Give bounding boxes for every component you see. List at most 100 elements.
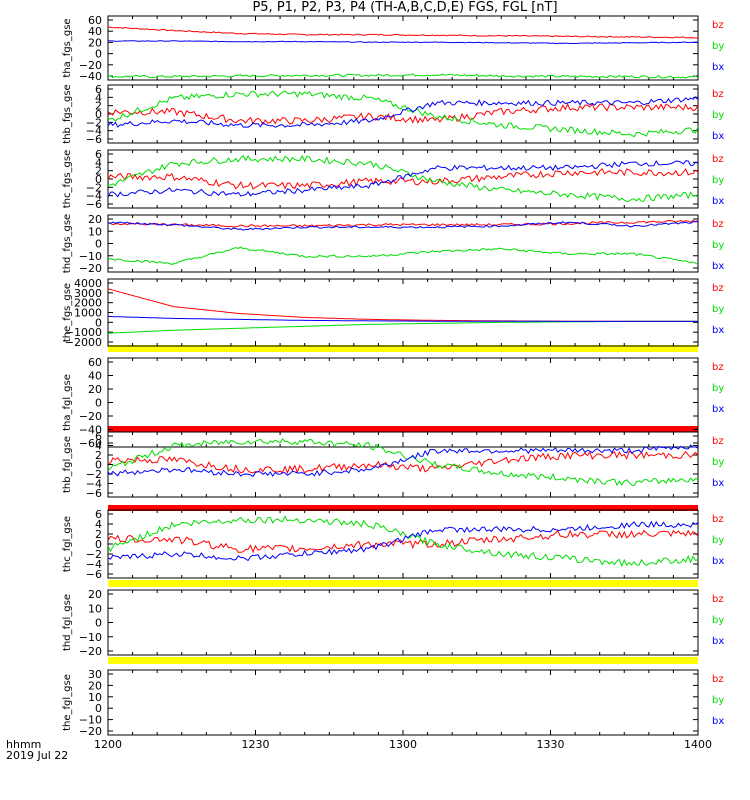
x-tick-label: 1230 bbox=[242, 738, 270, 751]
series-bz bbox=[107, 529, 699, 554]
y-tick-label: 20 bbox=[88, 588, 102, 601]
y-tick-label: 20 bbox=[88, 383, 102, 396]
series-by bbox=[107, 154, 699, 203]
quality-flag-bar bbox=[108, 657, 698, 664]
y-tick-label: −20 bbox=[79, 645, 102, 658]
y-tick-label: 20 bbox=[88, 679, 102, 692]
y-tick-label: 40 bbox=[88, 370, 102, 383]
y-tick-label: 4 bbox=[95, 156, 102, 169]
y-tick-label: −20 bbox=[79, 59, 102, 72]
series-bz bbox=[107, 103, 699, 126]
legend-bz: bz bbox=[712, 154, 724, 165]
chart-title: P5, P1, P2, P3, P4 (TH-A,B,C,D,E) FGS, F… bbox=[252, 0, 558, 15]
y-tick-label: 30 bbox=[88, 668, 102, 681]
legend-by: by bbox=[712, 240, 724, 251]
y-tick-label: −6 bbox=[86, 568, 102, 581]
legend-bz: bz bbox=[712, 20, 724, 31]
y-tick-label: 0 bbox=[95, 617, 102, 630]
panel-ylabel: the_fgs_gse bbox=[62, 283, 73, 342]
y-tick-label: 6 bbox=[95, 148, 102, 161]
y-tick-label: −2 bbox=[86, 181, 102, 194]
series-bx bbox=[107, 444, 699, 478]
y-tick-label: −1000 bbox=[65, 326, 102, 339]
series-by bbox=[107, 515, 699, 568]
quality-flag-bar bbox=[108, 505, 698, 511]
legend-bz: bz bbox=[712, 283, 724, 294]
y-tick-label: 20 bbox=[88, 213, 102, 226]
y-tick-label: −40 bbox=[79, 424, 102, 437]
panel-ylabel: thc_fgs_gse bbox=[62, 150, 73, 209]
y-tick-label: 4 bbox=[95, 91, 102, 104]
x-tick-label: 1400 bbox=[684, 738, 712, 751]
series-by bbox=[107, 320, 698, 334]
y-tick-label: 0 bbox=[95, 238, 102, 251]
series-bx bbox=[107, 315, 698, 322]
y-tick-label: −6 bbox=[86, 198, 102, 211]
x-tick-label: 1200 bbox=[94, 738, 122, 751]
y-tick-label: 4000 bbox=[74, 277, 102, 290]
legend-by: by bbox=[712, 41, 724, 52]
y-tick-label: 1000 bbox=[74, 307, 102, 320]
legend-bx: bx bbox=[712, 478, 724, 489]
panel-ylabel: thb_fgs_gse bbox=[62, 84, 73, 143]
y-tick-label: −2000 bbox=[65, 336, 102, 349]
y-tick-label: −2 bbox=[86, 116, 102, 129]
legend-by: by bbox=[712, 695, 724, 706]
y-tick-label: 0 bbox=[95, 397, 102, 410]
series-bz bbox=[107, 288, 698, 322]
panel-frame bbox=[107, 15, 699, 81]
series-bx bbox=[107, 160, 699, 198]
y-tick-label: 2000 bbox=[74, 297, 102, 310]
legend-bz: bz bbox=[712, 89, 724, 100]
y-tick-label: −10 bbox=[79, 631, 102, 644]
legend-bz: bz bbox=[712, 362, 724, 373]
y-tick-label: 0 bbox=[95, 702, 102, 715]
y-tick-label: 2 bbox=[95, 165, 102, 178]
legend-bx: bx bbox=[712, 636, 724, 647]
y-tick-label: −20 bbox=[79, 410, 102, 423]
y-tick-label: −6 bbox=[86, 133, 102, 146]
y-tick-label: 10 bbox=[88, 691, 102, 704]
quality-flag-bar bbox=[108, 580, 698, 587]
time-format-label: hhmm bbox=[6, 738, 42, 751]
legend-bz: bz bbox=[712, 594, 724, 605]
legend-bz: bz bbox=[712, 219, 724, 230]
y-tick-label: 20 bbox=[88, 36, 102, 49]
y-tick-label: −10 bbox=[79, 714, 102, 727]
y-tick-label: 2 bbox=[95, 100, 102, 113]
y-tick-label: 60 bbox=[88, 356, 102, 369]
panel-ylabel: the_fgl_gse bbox=[62, 674, 73, 731]
series-bx bbox=[107, 40, 699, 45]
legend-bz: bz bbox=[712, 514, 724, 525]
y-tick-label: −4 bbox=[86, 125, 102, 138]
series-bx bbox=[107, 220, 699, 231]
y-tick-label: −60 bbox=[79, 437, 102, 450]
y-tick-label: 2 bbox=[95, 528, 102, 541]
legend-bx: bx bbox=[712, 404, 724, 415]
date-label: 2019 Jul 22 bbox=[6, 749, 69, 762]
panel-frame bbox=[107, 589, 699, 656]
y-tick-label: 4 bbox=[95, 440, 102, 453]
y-tick-label: 10 bbox=[88, 225, 102, 238]
y-tick-label: 6 bbox=[95, 83, 102, 96]
y-tick-label: −4 bbox=[86, 558, 102, 571]
y-tick-label: 6 bbox=[95, 508, 102, 521]
legend-bz: bz bbox=[712, 674, 724, 685]
legend-bz: bz bbox=[712, 436, 724, 447]
y-tick-label: 0 bbox=[95, 316, 102, 329]
y-tick-label: −2 bbox=[86, 468, 102, 481]
legend-bx: bx bbox=[712, 261, 724, 272]
y-tick-label: 0 bbox=[95, 173, 102, 186]
x-tick-label: 1330 bbox=[537, 738, 565, 751]
series-bz bbox=[107, 219, 699, 228]
legend-bx: bx bbox=[712, 716, 724, 727]
legend-by: by bbox=[712, 615, 724, 626]
legend-bx: bx bbox=[712, 62, 724, 73]
panel-ylabel: thb_fgl_gse bbox=[62, 436, 73, 493]
legend-by: by bbox=[712, 175, 724, 186]
quality-flag-bar bbox=[108, 345, 698, 352]
panel-ylabel: tha_fgl_gse bbox=[62, 374, 73, 431]
y-tick-label: 0 bbox=[95, 538, 102, 551]
y-tick-label: −10 bbox=[79, 250, 102, 263]
